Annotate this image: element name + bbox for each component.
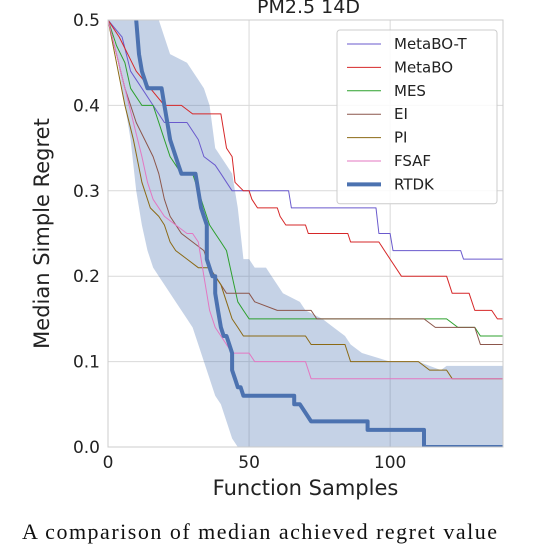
y-tick-label: 0.0 (73, 438, 100, 458)
series-line-metabo-t (108, 20, 503, 260)
plot-frame (107, 19, 504, 448)
y-tick-label: 0.1 (73, 353, 100, 373)
y-axis-label: Median Simple Regret (30, 118, 54, 349)
x-axis-ticks: 0 50 100 (103, 453, 407, 473)
x-axis-label: Function Samples (213, 476, 399, 500)
legend: MetaBO-T MetaBO MES EI PI FSAF RTDK (336, 29, 498, 205)
legend-box (336, 29, 498, 205)
confidence-band (108, 20, 503, 447)
x-tick-label: 0 (103, 453, 114, 473)
series-line-fsaf (108, 20, 503, 380)
legend-label: EI (394, 105, 408, 123)
series-line-rtdk (134, 20, 503, 447)
y-tick-label: 0.5 (73, 11, 100, 31)
y-axis-ticks: 0.0 0.1 0.2 0.3 0.4 0.5 (73, 11, 100, 458)
series-lines (108, 20, 503, 447)
legend-label: FSAF (394, 152, 431, 170)
legend-label: MetaBO (394, 58, 453, 76)
legend-label: MES (394, 82, 426, 100)
legend-label: PI (394, 129, 407, 147)
rtdk-confidence-band (108, 20, 503, 447)
chart-title: PM2.5 14D (257, 0, 360, 18)
legend-label: MetaBO-T (394, 35, 468, 53)
series-line-metabo (108, 20, 503, 320)
regret-chart: 0.0 0.1 0.2 0.3 0.4 0.5 0 50 100 PM2.5 14D Func… (30, 0, 504, 500)
x-tick-label: 100 (374, 453, 406, 473)
y-tick-label: 0.4 (73, 96, 100, 116)
series-line-pi (108, 20, 503, 380)
legend-label: RTDK (394, 175, 435, 193)
y-tick-label: 0.2 (73, 267, 100, 287)
x-tick-label: 50 (238, 453, 260, 473)
figure-caption: A comparison of median achieved regret v… (22, 519, 499, 544)
y-tick-label: 0.3 (73, 182, 100, 202)
